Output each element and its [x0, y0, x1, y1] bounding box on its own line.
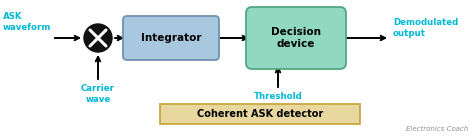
- FancyBboxPatch shape: [160, 104, 360, 124]
- Text: Integrator: Integrator: [141, 33, 201, 43]
- Text: Carrier
wave: Carrier wave: [81, 84, 115, 104]
- Text: Coherent ASK detector: Coherent ASK detector: [197, 109, 323, 119]
- Text: Threshold: Threshold: [254, 92, 302, 101]
- Text: Electronics Coach: Electronics Coach: [406, 126, 468, 132]
- Circle shape: [84, 24, 112, 52]
- Text: ASK
waveform: ASK waveform: [3, 12, 51, 32]
- Text: Decision
device: Decision device: [271, 27, 321, 49]
- Text: Demodulated
output: Demodulated output: [393, 18, 458, 38]
- FancyBboxPatch shape: [246, 7, 346, 69]
- FancyBboxPatch shape: [123, 16, 219, 60]
